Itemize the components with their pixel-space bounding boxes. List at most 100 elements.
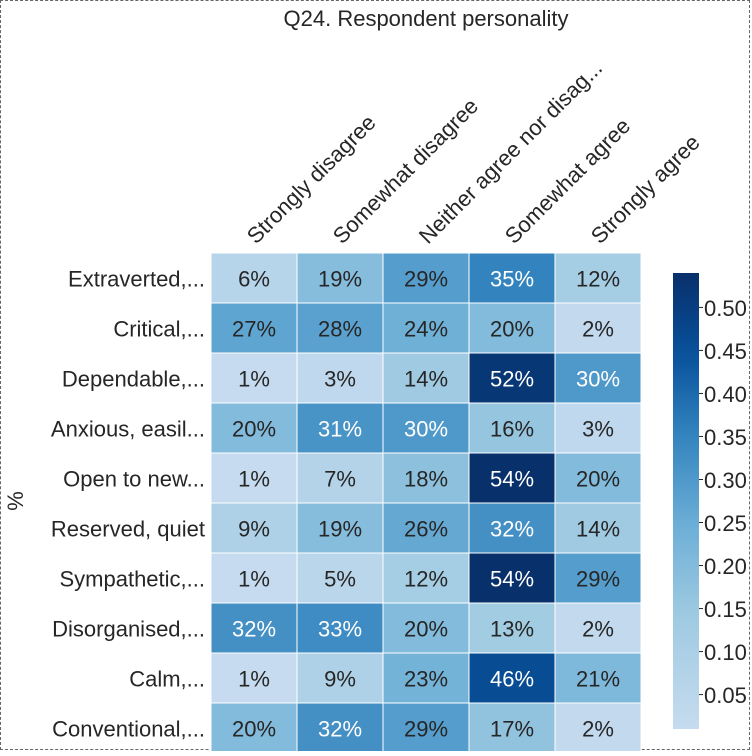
cell-value-label: 7% (324, 467, 356, 492)
cell-value-label: 30% (404, 417, 448, 442)
row-label: Sympathetic,... (59, 567, 205, 592)
heatmap-cell (554, 452, 642, 504)
heatmap-cell (382, 702, 470, 754)
heatmap-cell (382, 652, 470, 704)
cell-value-label: 32% (318, 717, 362, 742)
colorbar-gradient (673, 273, 699, 729)
heatmap-cell (210, 552, 298, 604)
cell-value-label: 24% (404, 317, 448, 342)
row-label: Reserved, quiet (51, 517, 205, 542)
cell-value-label: 2% (582, 617, 614, 642)
column-label: Somewhat disagree (328, 93, 483, 248)
y-axis-label: % (3, 491, 28, 511)
cell-value-label: 23% (404, 667, 448, 692)
cell-value-label: 19% (318, 267, 362, 292)
colorbar-tick-label: 0.30 (704, 468, 747, 493)
heatmap-cell (554, 652, 642, 704)
cell-value-label: 31% (318, 417, 362, 442)
cell-value-label: 46% (490, 667, 534, 692)
cell-value-label: 1% (238, 467, 270, 492)
cell-value-label: 20% (404, 617, 448, 642)
row-label: Anxious, easil... (51, 417, 205, 442)
cell-value-label: 26% (404, 517, 448, 542)
heatmap-cell (296, 252, 384, 304)
heatmap-cell (296, 652, 384, 704)
cell-value-label: 21% (576, 667, 620, 692)
row-label: Conventional,... (52, 717, 205, 742)
heatmap-cell (210, 252, 298, 304)
cell-value-label: 2% (582, 717, 614, 742)
cell-value-label: 52% (490, 367, 534, 392)
heatmap-cell (382, 502, 470, 554)
heatmap-cell (296, 352, 384, 404)
heatmap-cell (210, 702, 298, 754)
cell-value-label: 20% (232, 417, 276, 442)
colorbar-tick-label: 0.40 (704, 382, 747, 407)
cell-value-label: 2% (582, 317, 614, 342)
colorbar: 0.05 0.10 0.15 0.20 0.25 0.30 0.35 0.40 0.45 0.50 (673, 273, 747, 729)
heatmap-cell (554, 502, 642, 554)
cell-value-label: 20% (232, 717, 276, 742)
heatmap-cell (468, 402, 556, 454)
cell-value-label: 30% (576, 367, 620, 392)
heatmap-cell (382, 452, 470, 504)
cell-value-label: 19% (318, 517, 362, 542)
cell-value-label: 14% (576, 517, 620, 542)
cell-value-label: 54% (490, 567, 534, 592)
row-labels: Extraverted,... Critical,... Dependable,..… (51, 267, 205, 742)
cell-value-label: 6% (238, 267, 270, 292)
cell-value-label: 28% (318, 317, 362, 342)
cell-value-label: 27% (232, 317, 276, 342)
heatmap-cell (468, 602, 556, 654)
colorbar-tick-label: 0.45 (704, 339, 747, 364)
colorbar-tick-label: 0.15 (704, 597, 747, 622)
cell-value-label: 18% (404, 467, 448, 492)
heatmap-cell (210, 452, 298, 504)
heatmap-cell (296, 402, 384, 454)
heatmap-cell (468, 252, 556, 304)
cell-value-label: 29% (576, 567, 620, 592)
cell-value-label: 32% (490, 517, 534, 542)
colorbar-tick-label: 0.10 (704, 640, 747, 665)
row-label: Open to new... (63, 467, 205, 492)
heatmap-cell (296, 452, 384, 504)
cell-value-label: 54% (490, 467, 534, 492)
cell-value-label: 9% (324, 667, 356, 692)
heatmap-cell (554, 302, 642, 354)
cell-value-label: 3% (324, 367, 356, 392)
colorbar-tick-label: 0.25 (704, 511, 747, 536)
heatmap-cell (296, 502, 384, 554)
cell-value-label: 17% (490, 717, 534, 742)
heatmap-cell (296, 602, 384, 654)
heatmap-cell (210, 602, 298, 654)
colorbar-tick-label: 0.20 (704, 554, 747, 579)
row-label: Calm,... (129, 667, 205, 692)
cell-value-label: 3% (582, 417, 614, 442)
cell-value-label: 1% (238, 567, 270, 592)
row-label: Extraverted,... (68, 267, 205, 292)
cell-value-label: 12% (576, 267, 620, 292)
heatmap-cell (210, 402, 298, 454)
heatmap-cell (382, 402, 470, 454)
heatmap-cell (468, 352, 556, 404)
colorbar-tick-label: 0.05 (704, 683, 747, 708)
heatmap-cell (554, 602, 642, 654)
heatmap-cell (468, 502, 556, 554)
cell-value-label: 16% (490, 417, 534, 442)
cell-value-label: 20% (490, 317, 534, 342)
chart-title: Q24. Respondent personality (284, 6, 569, 31)
heatmap-cell (382, 302, 470, 354)
cell-value-label: 32% (232, 617, 276, 642)
colorbar-tick-label: 0.35 (704, 425, 747, 450)
heatmap-cell (468, 702, 556, 754)
heatmap-cell (382, 252, 470, 304)
heatmap-cell (554, 702, 642, 754)
cell-value-label: 9% (238, 517, 270, 542)
heatmap-cell (296, 702, 384, 754)
cell-value-label: 1% (238, 367, 270, 392)
row-label: Disorganised,... (52, 617, 205, 642)
heatmap-cell (210, 302, 298, 354)
